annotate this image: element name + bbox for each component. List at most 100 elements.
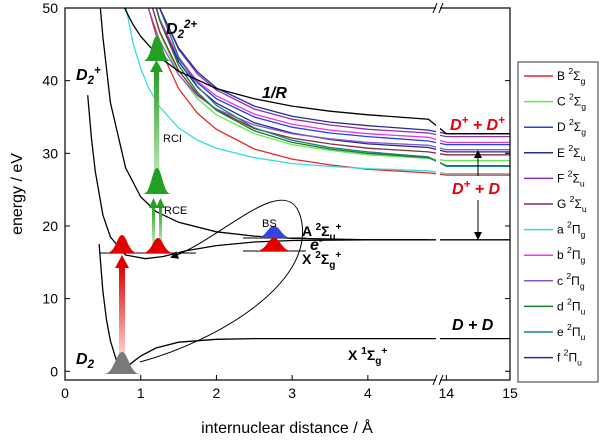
wavepacket bbox=[256, 226, 292, 238]
text-part: 2 bbox=[567, 245, 572, 255]
curve bbox=[151, 8, 510, 156]
annotation: X 1Σg+ bbox=[348, 346, 387, 367]
annotation: D2+ bbox=[76, 65, 101, 87]
legend-label: b 2Πg bbox=[557, 245, 585, 265]
text-part: Π bbox=[572, 223, 581, 237]
text-part: X bbox=[302, 251, 315, 267]
text-part: + bbox=[464, 179, 471, 191]
break-mark bbox=[432, 374, 444, 386]
text-part: Σ bbox=[573, 146, 580, 160]
text-part: g bbox=[375, 356, 381, 367]
text-part: E bbox=[557, 146, 568, 160]
rci-arrow bbox=[154, 70, 159, 185]
rce-arrow bbox=[152, 206, 155, 246]
text-part: 2 bbox=[567, 296, 572, 306]
text-part: A bbox=[302, 223, 315, 239]
axis-break bbox=[436, 6, 440, 382]
annotation: D + D bbox=[452, 317, 494, 334]
x-tick-label: 2 bbox=[213, 385, 221, 401]
annotation: 1/R bbox=[262, 85, 287, 102]
text-part: + bbox=[335, 250, 341, 261]
x-tick-label: 15 bbox=[502, 385, 518, 401]
text-part: u bbox=[330, 232, 336, 243]
text-part: g bbox=[580, 230, 585, 240]
text-part: u bbox=[577, 358, 582, 368]
curve bbox=[99, 8, 429, 241]
x-tick-label: 3 bbox=[288, 385, 296, 401]
text-part: X bbox=[348, 347, 361, 363]
curve bbox=[155, 8, 510, 153]
legend-label: C 2Σg bbox=[557, 92, 586, 112]
text-part: 2 bbox=[569, 92, 574, 102]
text-part: RCI bbox=[163, 133, 182, 145]
legend-label: E 2Σu bbox=[557, 143, 586, 163]
legend-label: d 2Πu bbox=[557, 296, 585, 316]
x-tick-label: 0 bbox=[61, 385, 69, 401]
annotation: RCE bbox=[164, 205, 187, 217]
text-part: 2 bbox=[87, 359, 95, 371]
wavepacket bbox=[143, 36, 171, 61]
text-part: G bbox=[557, 197, 570, 211]
text-part: 2 bbox=[568, 143, 573, 153]
text-part: 2 bbox=[177, 29, 185, 41]
x-tick-label: 14 bbox=[439, 385, 455, 401]
text-part: 2 bbox=[315, 222, 321, 233]
text-part: F bbox=[557, 171, 568, 185]
curve bbox=[155, 8, 510, 167]
legend-label: B 2Σg bbox=[557, 66, 586, 86]
text-part: C bbox=[557, 95, 569, 109]
text-part: Σ bbox=[321, 223, 329, 239]
legend-label: c 2Πg bbox=[557, 271, 585, 291]
text-part: e bbox=[557, 325, 567, 339]
text-part: + D bbox=[470, 181, 500, 198]
text-part: + bbox=[498, 115, 505, 127]
text-part: 2 bbox=[315, 250, 321, 261]
text-part: 2 bbox=[566, 271, 571, 281]
text-part: Π bbox=[572, 248, 581, 262]
curve bbox=[125, 8, 510, 175]
text-part: 2 bbox=[569, 117, 574, 127]
curves bbox=[87, 8, 510, 370]
text-part: g bbox=[329, 260, 335, 271]
text-part: 1/R bbox=[262, 85, 287, 102]
text-part: 2 bbox=[564, 348, 569, 358]
plot-frame bbox=[64, 7, 511, 381]
annotation: X 2Σg+ bbox=[302, 250, 341, 271]
text-part: 2 bbox=[87, 75, 95, 87]
x-tick-label: 1 bbox=[137, 385, 145, 401]
text-part: + bbox=[462, 115, 469, 127]
text-part: Σ bbox=[367, 347, 375, 363]
legend-label: e 2Πu bbox=[557, 322, 585, 342]
curve bbox=[158, 8, 510, 168]
text-part: Π bbox=[572, 325, 581, 339]
text-part: BS bbox=[262, 218, 277, 230]
rce-arrow bbox=[159, 206, 162, 246]
text-part: D bbox=[450, 117, 462, 134]
text-part: Σ bbox=[321, 251, 329, 267]
arrow-head bbox=[149, 198, 165, 208]
text-part: Σ bbox=[574, 197, 581, 211]
text-part: e bbox=[310, 237, 319, 254]
text-part: c bbox=[557, 274, 566, 288]
arrow-head bbox=[115, 255, 129, 268]
legend-label: a 2Πg bbox=[557, 220, 585, 240]
wavepacket bbox=[256, 238, 292, 251]
x-tick-label: 4 bbox=[364, 385, 372, 401]
text-part: g bbox=[580, 281, 585, 291]
text-part: u bbox=[581, 153, 586, 163]
text-part: + bbox=[336, 222, 342, 233]
y-tick-label: 40 bbox=[42, 73, 58, 89]
curve bbox=[158, 8, 510, 138]
text-part: 2 bbox=[567, 322, 572, 332]
text-part: + bbox=[381, 346, 387, 357]
text-part: u bbox=[580, 306, 585, 316]
text-part: u bbox=[580, 332, 585, 342]
arrow-head bbox=[150, 60, 163, 72]
text-part: Σ bbox=[572, 171, 579, 185]
text-part: RCE bbox=[164, 205, 187, 217]
text-part: 2 bbox=[568, 168, 573, 178]
wavepacket bbox=[142, 238, 174, 253]
text-part: + D bbox=[468, 117, 498, 134]
wavepacket bbox=[104, 352, 140, 374]
